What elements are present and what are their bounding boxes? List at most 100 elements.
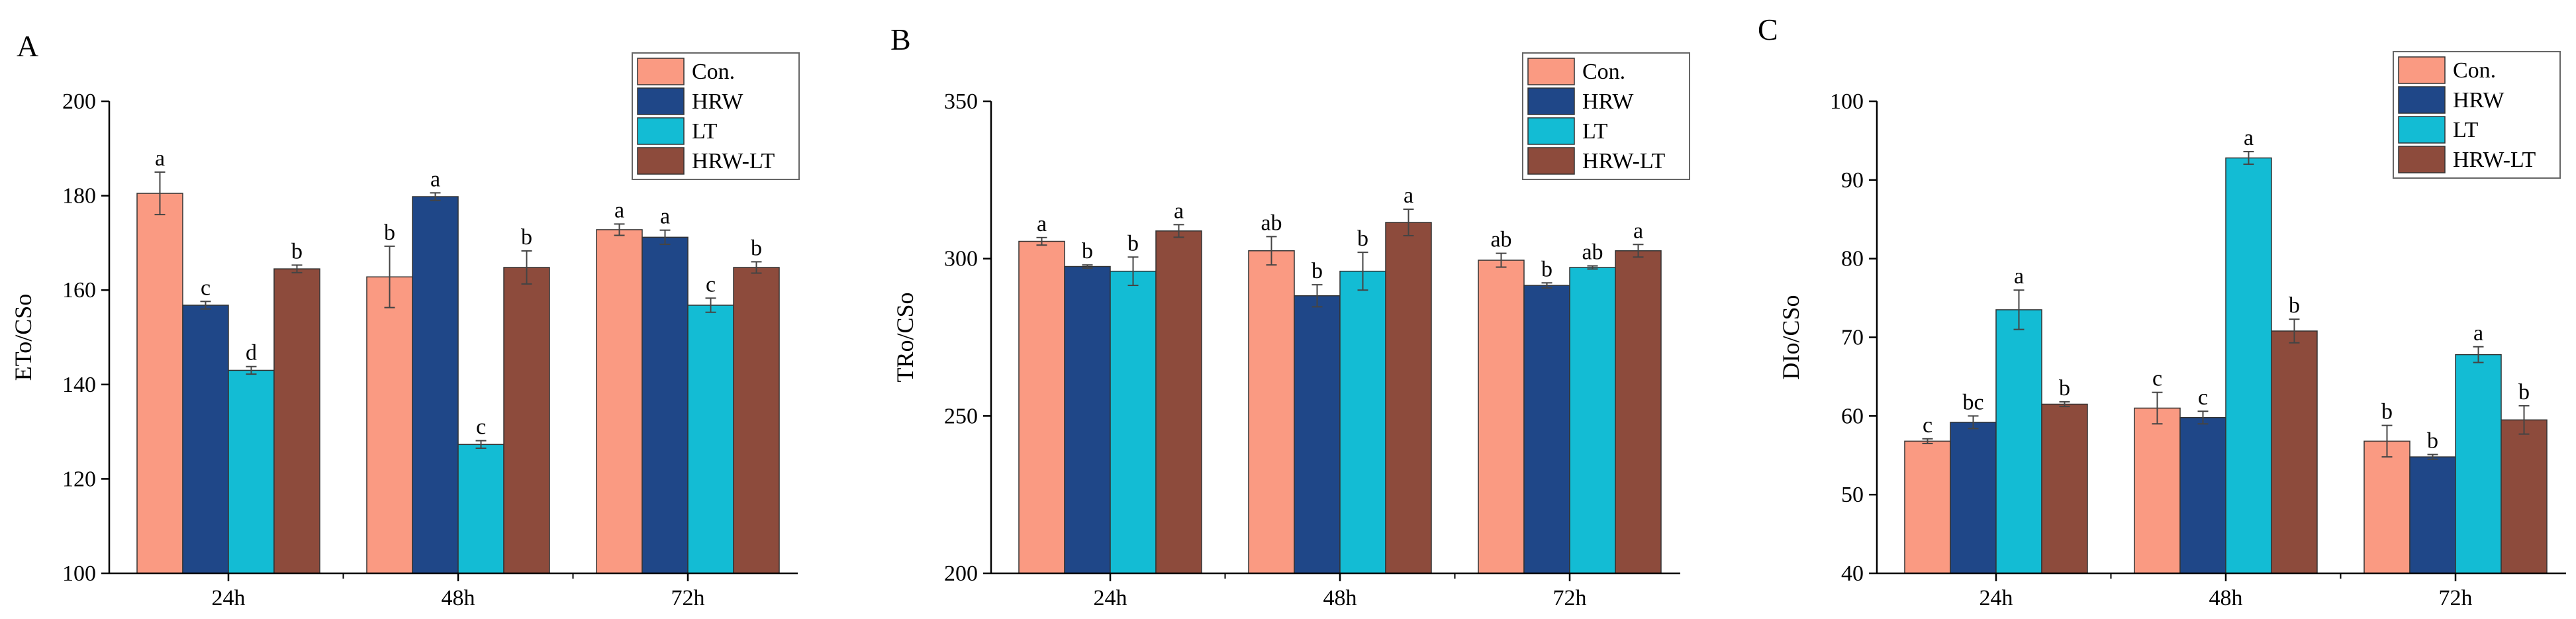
x-tick-label: 24h [1980,586,2013,610]
chart-panel-b: B TRo/CSo 200 250 300 350 a ab ab b b b b b ab a a a 24h 48… [890,23,1690,610]
legend-swatch [2398,116,2446,144]
significance-label: b [2059,376,2070,401]
legend-label: LT [2453,118,2479,142]
chart-panel-c: C DIo/CSo 40 50 60 70 80 90 100 c c b bc c b a a a b b b 24h 4… [1758,13,2566,610]
panel-label: B [890,23,911,56]
y-tick-label: 70 [1841,326,1864,350]
legend-swatch [637,58,685,85]
significance-label: a [1174,199,1184,223]
legend-swatch [2398,56,2446,84]
bar-hrw-lt-48h [2271,330,2318,574]
bar-lt-24h [1110,270,1157,574]
bar-hrw-24h [1950,422,1997,574]
significance-label: b [1127,231,1139,256]
legend-swatch [637,87,685,115]
significance-label: c [1923,413,1932,438]
x-tick-label: 72h [2439,586,2473,610]
legend-swatch [2398,146,2446,173]
significance-label: c [2198,385,2208,410]
significance-label: c [476,415,486,440]
x-tick-label: 48h [1323,586,1357,610]
y-tick-label: 90 [1841,168,1864,193]
y-tick-label: 40 [1841,561,1864,586]
legend-label: Con. [1582,60,1625,84]
bar-hrw-48h [412,196,459,574]
legend-swatch [1527,87,1575,115]
x-tick-label: 48h [2209,586,2243,610]
y-tick-label: 180 [62,184,96,209]
significance-label: b [1541,257,1552,281]
significance-label: ab [1582,240,1603,265]
bar-con-72h [2363,440,2410,574]
significance-label: b [751,236,762,260]
bar-con-48h [2134,407,2181,574]
legend-label: Con. [2453,58,2496,83]
y-tick-label: 300 [944,247,978,271]
legend-label: HRW-LT [1582,149,1666,173]
legend-swatch [1527,117,1575,145]
bar-hrw-lt-24h [1155,230,1202,574]
significance-label: c [2152,367,2162,391]
bar-lt-72h [2455,354,2502,574]
legend-label: HRW [692,89,743,114]
legend-label: HRW [2453,88,2504,113]
significance-label: a [155,146,165,171]
legend-swatch [637,147,685,175]
chart-panel-a: A ETo/CSo 100 120 140 160 180 200 a b a c a a d c c b b b 24… [10,29,800,610]
bar-hrw-lt-72h [1615,250,1662,574]
significance-label: b [521,225,532,250]
legend-label: HRW [1582,89,1634,114]
bar-lt-24h [1995,309,2042,574]
significance-label: bc [1962,390,1983,414]
significance-label: b [1357,226,1368,251]
bar-hrw-lt-24h [2041,403,2088,574]
bar-lt-48h [457,444,504,574]
bar-hrw-72h [1523,285,1570,574]
significance-label: b [2289,293,2300,318]
y-tick-label: 250 [944,404,978,428]
significance-label: a [614,198,624,222]
bar-lt-72h [687,305,734,574]
bar-hrw-24h [1064,265,1111,574]
bar-hrw-72h [642,236,689,574]
bar-con-24h [136,193,183,574]
bar-con-24h [1018,240,1065,574]
y-tick-label: 80 [1841,247,1864,271]
bar-hrw-lt-72h [733,267,780,574]
y-tick-label: 50 [1841,483,1864,507]
x-tick-label: 72h [671,586,705,610]
panel-label: C [1758,13,1778,46]
legend: Con. HRW LT HRW-LT [1522,52,1690,180]
bar-hrw-lt-48h [503,267,550,574]
legend-swatch [637,117,685,145]
bar-con-72h [596,229,643,574]
legend-label: HRW-LT [2453,148,2536,172]
legend-swatch [1527,147,1575,175]
bar-hrw-lt-24h [273,268,320,574]
y-tick-label: 120 [62,467,96,491]
y-axis-title: DIo/CSo [1778,295,1804,379]
bar-hrw-48h [2179,416,2226,574]
x-tick-label: 24h [212,586,246,610]
significance-label: c [201,275,211,300]
significance-label: a [1037,212,1047,236]
y-tick-label: 100 [1830,89,1864,114]
legend-swatch [1527,58,1575,85]
significance-label: b [2381,400,2393,424]
significance-label: a [1633,218,1643,243]
y-axis-title: ETo/CSo [10,294,36,381]
y-tick-label: 200 [944,561,978,586]
bar-con-48h [1248,250,1295,574]
y-tick-label: 140 [62,373,96,397]
significance-label: a [2014,264,2024,289]
significance-label: b [1082,239,1093,263]
bar-lt-72h [1569,267,1616,574]
x-tick-label: 48h [442,586,475,610]
significance-label: a [430,167,440,191]
y-tick-label: 200 [62,89,96,114]
legend-label: LT [692,119,718,144]
bar-hrw-lt-48h [1385,222,1432,574]
x-tick-label: 72h [1553,586,1587,610]
y-tick-label: 350 [944,89,978,114]
